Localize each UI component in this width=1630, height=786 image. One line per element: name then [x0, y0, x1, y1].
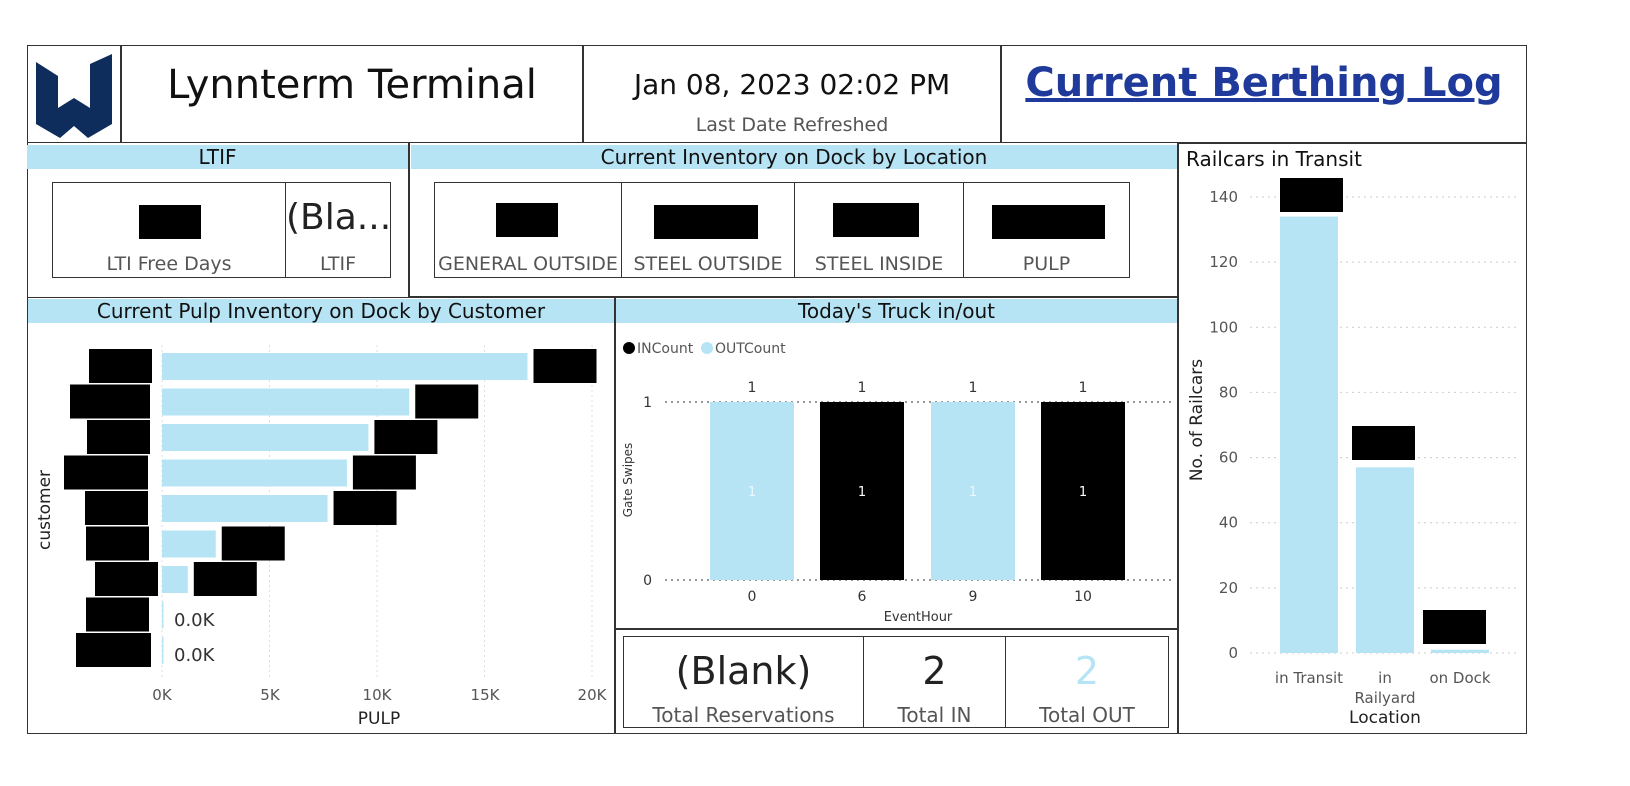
terminal-title-panel: Lynnterm Terminal	[121, 45, 583, 143]
truck-panel	[615, 297, 1178, 629]
pulp-header: Current Pulp Inventory on Dock by Custom…	[28, 299, 614, 323]
total-out-label: Total OUT	[1039, 703, 1135, 727]
logo-panel	[27, 45, 121, 143]
steel-inside-label: STEEL INSIDE	[814, 253, 944, 275]
total-reservations-label: Total Reservations	[652, 703, 835, 727]
truck-header: Today's Truck in/out	[616, 299, 1177, 323]
pulp-panel	[27, 297, 615, 734]
general-outside-label: GENERAL OUTSIDE	[438, 253, 618, 275]
general-outside-value-redacted	[496, 203, 558, 237]
inventory-header: Current Inventory on Dock by Location	[411, 145, 1177, 169]
ltif-value: (Bla...	[286, 197, 392, 238]
railcars-panel	[1178, 143, 1527, 734]
inventory-tile-general-outside: GENERAL OUTSIDE	[434, 182, 622, 278]
lti-free-days-label: LTI Free Days	[106, 253, 232, 275]
total-reservations-card: (Blank) Total Reservations	[623, 636, 864, 728]
totals-panel	[615, 629, 1178, 734]
lti-free-days-card: LTI Free Days	[52, 182, 286, 278]
steel-inside-value-redacted	[833, 203, 919, 237]
refresh-date-panel: Jan 08, 2023 02:02 PM Last Date Refreshe…	[583, 45, 1001, 143]
total-reservations-value: (Blank)	[675, 649, 812, 693]
inventory-tile-steel-inside: STEEL INSIDE	[794, 182, 964, 278]
company-logo-icon	[36, 54, 112, 138]
lti-free-days-value-redacted	[139, 205, 201, 239]
steel-outside-value-redacted	[654, 205, 758, 239]
pulp-label: PULP	[1022, 253, 1071, 275]
total-in-value: 2	[922, 649, 947, 693]
ltif-header: LTIF	[27, 145, 408, 169]
berthing-link-panel: Current Berthing Log	[1001, 45, 1527, 143]
terminal-title: Lynnterm Terminal	[167, 62, 537, 108]
ltif-label: LTIF	[319, 253, 357, 275]
pulp-value-redacted	[992, 205, 1105, 239]
last-refresh-datetime: Jan 08, 2023 02:02 PM	[633, 68, 951, 101]
steel-outside-label: STEEL OUTSIDE	[633, 253, 783, 275]
current-berthing-log-link[interactable]: Current Berthing Log	[1025, 60, 1503, 106]
total-in-card: 2 Total IN	[863, 636, 1006, 728]
railcars-title: Railcars in Transit	[1186, 147, 1362, 171]
last-refresh-caption: Last Date Refreshed	[695, 114, 889, 136]
total-in-label: Total IN	[897, 703, 972, 727]
inventory-tile-pulp: PULP	[963, 182, 1130, 278]
ltif-card: (Bla... LTIF	[285, 182, 391, 278]
total-out-value: 2	[1074, 649, 1100, 693]
total-out-card: 2 Total OUT	[1005, 636, 1169, 728]
inventory-tile-steel-outside: STEEL OUTSIDE	[621, 182, 795, 278]
